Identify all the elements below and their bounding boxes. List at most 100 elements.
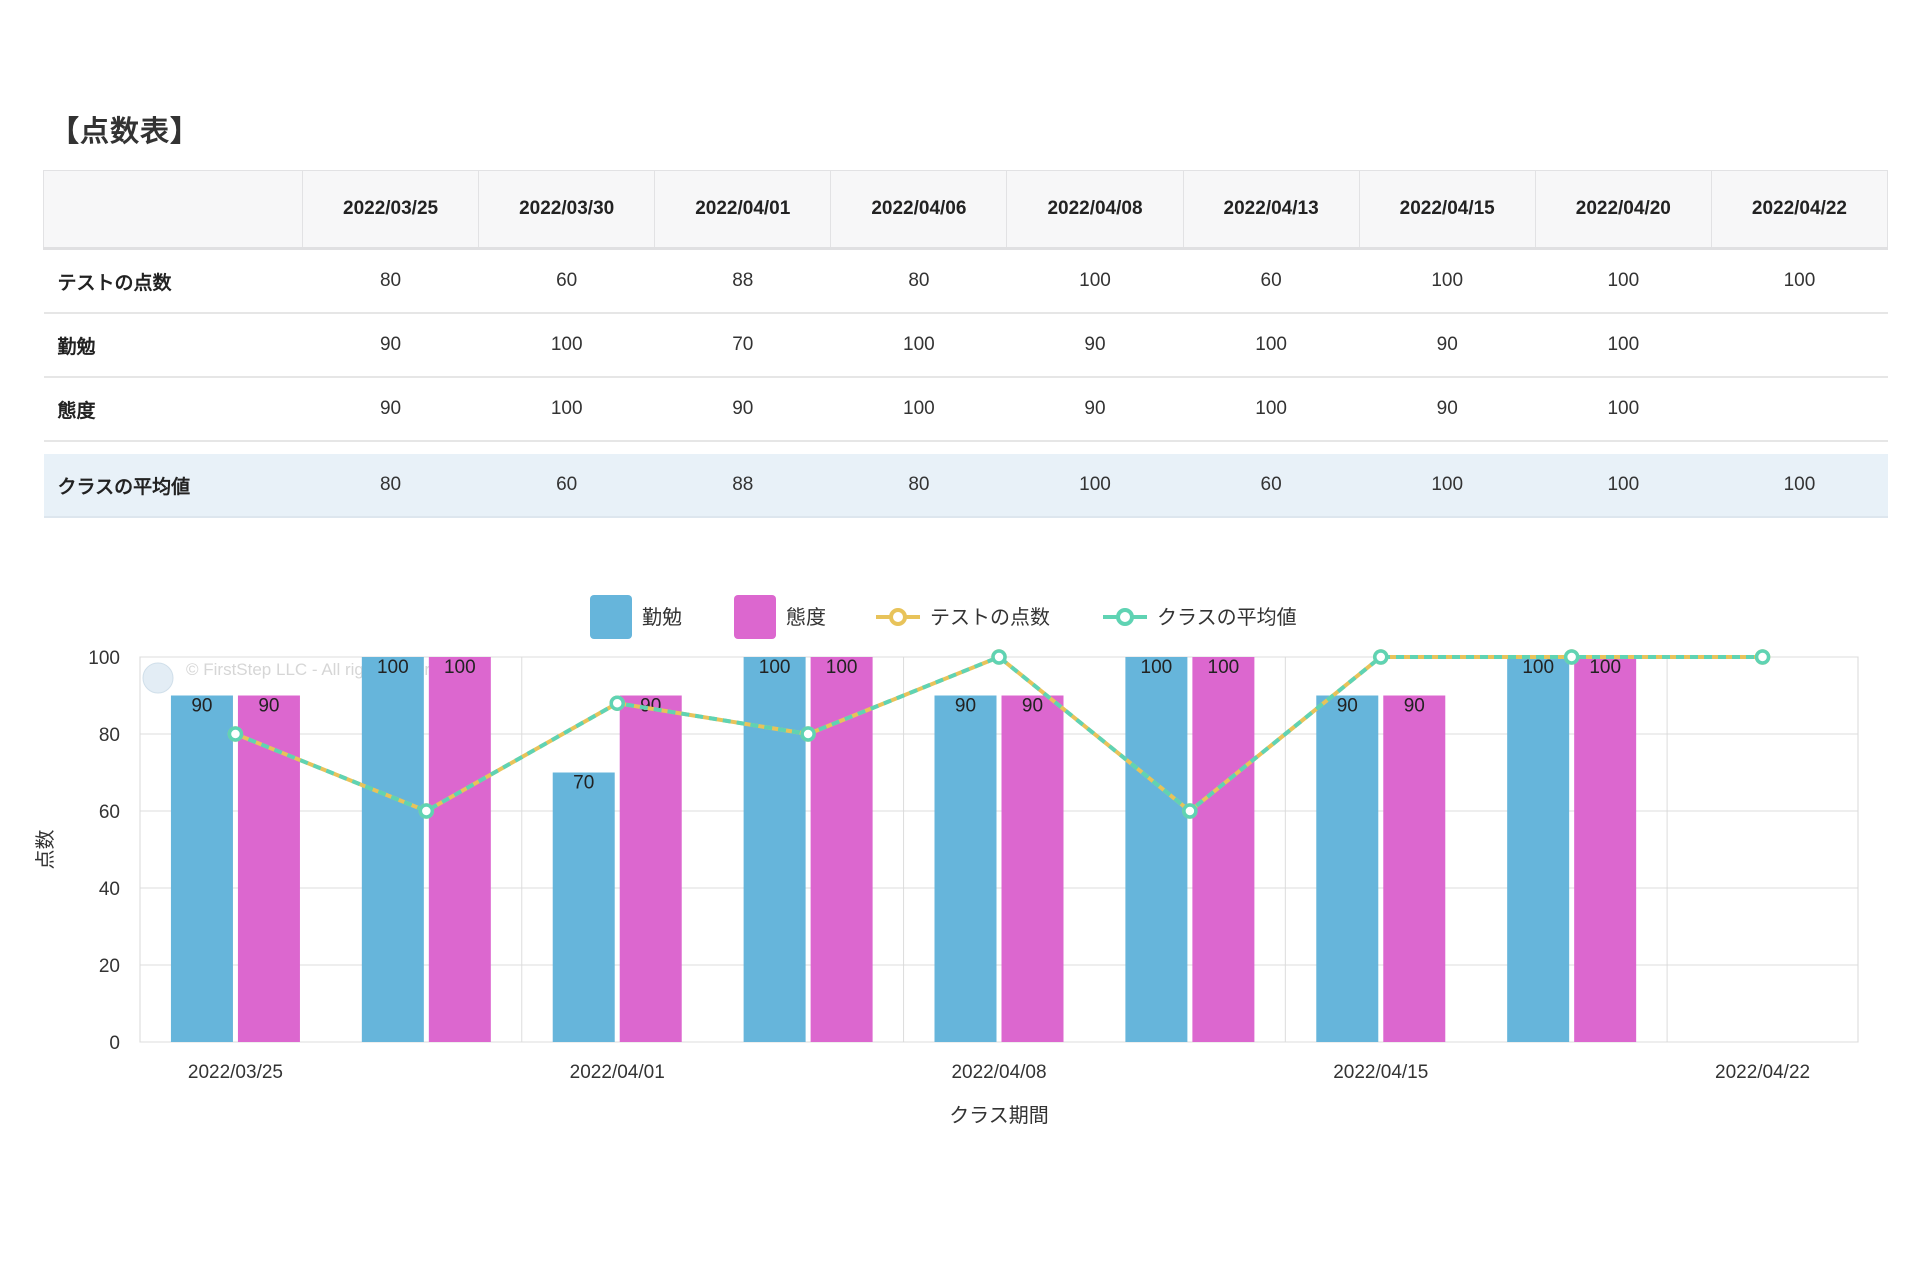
legend-label: 勤勉 xyxy=(642,606,682,629)
x-axis-title: クラス期間 xyxy=(949,1104,1049,1127)
watermark-logo xyxy=(142,662,174,694)
table-cell: 100 xyxy=(1535,248,1712,314)
date-header: 2022/04/13 xyxy=(1182,170,1360,250)
table-cell: 90 xyxy=(302,313,479,378)
point-クラスの平均値 xyxy=(1373,649,1389,665)
legend-marker xyxy=(1116,608,1134,626)
table-cell: 80 xyxy=(302,248,479,314)
table-cell: 60 xyxy=(1183,248,1360,314)
date-header: 2022/03/25 xyxy=(301,170,480,250)
legend-swatch xyxy=(590,595,632,639)
bar-value-label: 100 xyxy=(1522,657,1554,678)
table-cell: 80 xyxy=(830,248,1007,314)
table-cell xyxy=(1711,377,1888,442)
point-クラスの平均値 xyxy=(991,649,1007,665)
table-cell: 88 xyxy=(654,248,831,314)
date-header: 2022/04/06 xyxy=(830,170,1008,250)
date-header: 2022/04/01 xyxy=(654,170,832,250)
legend-label: クラスの平均値 xyxy=(1157,606,1297,629)
table-cell: 100 xyxy=(1711,454,1888,518)
bar-勤勉 xyxy=(743,657,806,1042)
table-cell: 100 xyxy=(1183,313,1360,378)
bar-value-label: 90 xyxy=(1337,696,1358,717)
bar-value-label: 90 xyxy=(1022,696,1043,717)
table-cell: 100 xyxy=(830,377,1007,442)
line-クラスの平均値 xyxy=(234,654,1763,814)
table-cell: 60 xyxy=(478,454,655,518)
bar-value-label: 100 xyxy=(826,657,858,678)
bar-value-label: 100 xyxy=(759,657,791,678)
table-header-row: 2022/03/25 2022/03/30 2022/04/01 2022/04… xyxy=(43,170,1889,250)
table-cell xyxy=(1711,313,1888,378)
table-cell: 100 xyxy=(1535,313,1712,378)
date-header: 2022/04/22 xyxy=(1710,170,1889,250)
bar-態度 xyxy=(1192,657,1255,1042)
table-row: 態度 90 100 90 100 90 100 90 100 xyxy=(43,377,1888,442)
plot-area xyxy=(139,656,1859,1043)
table-cell: 90 xyxy=(302,377,479,442)
x-tick-label: 2022/04/22 xyxy=(1715,1062,1810,1083)
table-cell: 90 xyxy=(1359,313,1536,378)
x-tick-label: 2022/03/25 xyxy=(188,1062,283,1083)
x-tick-label: 2022/04/15 xyxy=(1333,1062,1428,1083)
table-cell: 100 xyxy=(1535,377,1712,442)
bar-態度 xyxy=(237,695,300,1042)
legend-label: 態度 xyxy=(786,606,826,629)
page-title: 【点数表】 xyxy=(50,116,201,148)
bar-勤勉 xyxy=(1316,695,1379,1042)
bar-value-label: 70 xyxy=(573,773,594,794)
table-cell: 80 xyxy=(830,454,1007,518)
y-tick-label: 20 xyxy=(99,956,120,977)
average-row: クラスの平均値 80 60 88 80 100 60 100 100 100 xyxy=(43,454,1888,518)
bar-value-label: 90 xyxy=(191,696,212,717)
table-cell: 60 xyxy=(478,248,655,314)
table-cell: 90 xyxy=(654,377,831,442)
point-クラスの平均値 xyxy=(1754,649,1771,665)
date-header: 2022/04/20 xyxy=(1534,170,1712,250)
y-tick-label: 100 xyxy=(88,648,120,669)
bar-勤勉 xyxy=(361,657,424,1042)
bar-態度 xyxy=(619,695,682,1042)
table-cell: 100 xyxy=(1359,248,1536,314)
bar-勤勉 xyxy=(552,772,615,1042)
bar-態度 xyxy=(810,657,873,1042)
y-tick-label: 80 xyxy=(99,725,120,746)
point-クラスの平均値 xyxy=(227,726,244,742)
table-cell: 100 xyxy=(830,313,1007,378)
legend-marker xyxy=(889,608,907,626)
bar-態度 xyxy=(1383,695,1446,1042)
legend-label: テストの点数 xyxy=(930,606,1050,629)
table-cell: 100 xyxy=(478,377,655,442)
table-cell: 100 xyxy=(1183,377,1360,442)
table-cell: 100 xyxy=(1359,454,1536,518)
row-label: 勤勉 xyxy=(43,313,303,378)
table-row: 勤勉 90 100 70 100 90 100 90 100 xyxy=(43,313,1888,378)
table-cell: 70 xyxy=(654,313,831,378)
score-chart: 0 20 40 60 80 100 © FirstStep LLC - All rights… xyxy=(0,585,1920,1145)
bar-態度 xyxy=(428,657,491,1042)
table-cell: 100 xyxy=(1535,454,1712,518)
date-header: 2022/04/08 xyxy=(1006,170,1184,250)
point-クラスの平均値 xyxy=(418,803,435,819)
bar-value-label: 100 xyxy=(1141,657,1173,678)
bar-態度 xyxy=(1574,657,1637,1042)
bar-勤勉 xyxy=(1507,657,1570,1042)
table-row: テストの点数 80 60 88 80 100 60 100 100 100 xyxy=(43,248,1888,314)
table-corner-cell xyxy=(43,170,303,250)
row-label: テストの点数 xyxy=(43,248,303,314)
table-cell: 90 xyxy=(1006,377,1184,442)
table-cell: 90 xyxy=(1006,313,1184,378)
point-クラスの平均値 xyxy=(609,695,625,711)
bar-勤勉 xyxy=(1125,657,1188,1042)
bar-勤勉 xyxy=(934,695,997,1042)
bar-value-label: 100 xyxy=(1589,657,1621,678)
table-spacer xyxy=(44,441,1888,454)
bar-value-label: 90 xyxy=(258,696,279,717)
table-cell: 80 xyxy=(302,454,479,518)
point-クラスの平均値 xyxy=(1563,649,1580,665)
date-header: 2022/03/30 xyxy=(478,170,656,250)
date-header: 2022/04/15 xyxy=(1358,170,1536,250)
y-tick-label: 40 xyxy=(99,879,120,900)
table-cell: 60 xyxy=(1183,454,1360,518)
x-tick-label: 2022/04/08 xyxy=(951,1062,1046,1083)
